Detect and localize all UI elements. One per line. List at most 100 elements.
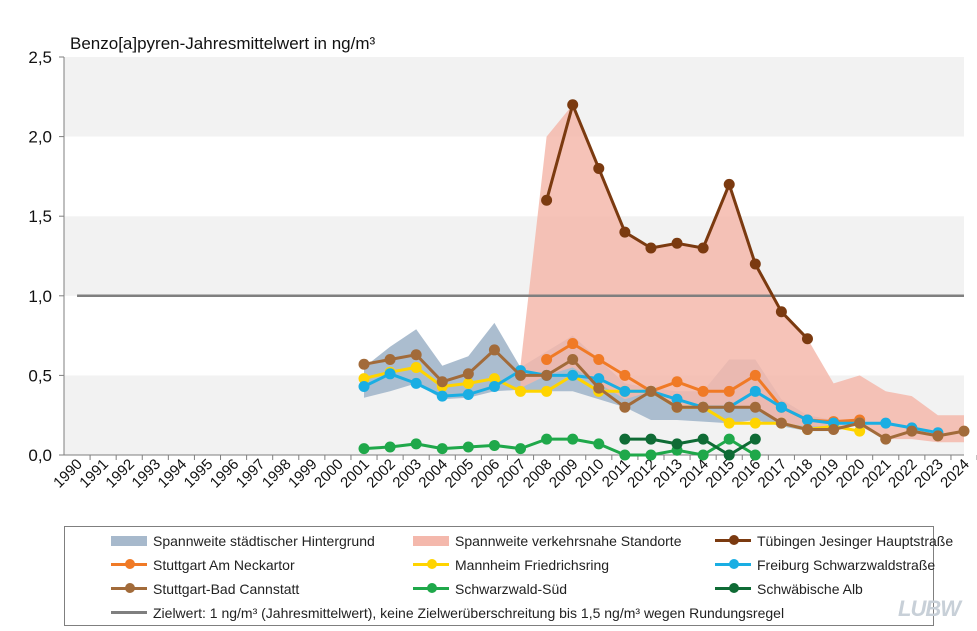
legend-label: Spannweite verkehrsnahe Standorte bbox=[455, 533, 682, 549]
legend: Spannweite städtischer Hintergrund Spann… bbox=[64, 526, 953, 626]
data-point bbox=[436, 376, 448, 388]
data-point bbox=[854, 425, 866, 437]
data-point bbox=[723, 449, 735, 461]
data-point bbox=[410, 377, 422, 389]
legend-marker bbox=[729, 583, 739, 593]
data-point bbox=[515, 369, 527, 381]
data-point bbox=[749, 417, 761, 429]
legend-label: Schwäbische Alb bbox=[757, 581, 863, 597]
data-point bbox=[801, 333, 813, 345]
data-point bbox=[723, 401, 735, 413]
data-point bbox=[384, 353, 396, 365]
data-point bbox=[723, 385, 735, 397]
legend-marker bbox=[125, 583, 135, 593]
x-tick-label: 2000 bbox=[311, 456, 347, 492]
data-point bbox=[619, 433, 631, 445]
data-point bbox=[697, 385, 709, 397]
data-point bbox=[410, 361, 422, 373]
data-point bbox=[619, 401, 631, 413]
data-point bbox=[723, 433, 735, 445]
legend-item-band-traffic: Spannweite verkehrsnahe Standorte bbox=[413, 532, 682, 550]
data-point bbox=[645, 433, 657, 445]
data-point bbox=[697, 433, 709, 445]
series-0 bbox=[541, 99, 813, 345]
x-tick-label: 1996 bbox=[207, 456, 243, 492]
data-point bbox=[488, 373, 500, 385]
data-point bbox=[619, 369, 631, 381]
legend-item-alb: Schwäbische Alb bbox=[715, 580, 863, 598]
legend-marker bbox=[729, 535, 739, 545]
x-tick-label: 2003 bbox=[389, 456, 425, 492]
x-tick-label: 2021 bbox=[859, 456, 895, 492]
x-tick-label: 1994 bbox=[155, 456, 191, 492]
x-tick-label: 1990 bbox=[50, 456, 86, 492]
data-point bbox=[749, 449, 761, 461]
legend-marker bbox=[729, 559, 739, 569]
legend-swatch bbox=[111, 536, 147, 546]
series-layer bbox=[358, 99, 970, 461]
data-point bbox=[567, 338, 579, 350]
series-6 bbox=[619, 433, 761, 461]
x-tick-label: 2016 bbox=[729, 456, 765, 492]
legend-item-band-urban: Spannweite städtischer Hintergrund bbox=[111, 532, 375, 550]
data-point bbox=[671, 401, 683, 413]
legend-item-schwarzwald: Schwarzwald-Süd bbox=[413, 580, 568, 598]
data-point bbox=[775, 306, 787, 318]
x-tick-label: 2017 bbox=[755, 456, 791, 492]
data-point bbox=[671, 438, 683, 450]
data-point bbox=[749, 401, 761, 413]
data-point bbox=[541, 353, 553, 365]
data-point bbox=[488, 344, 500, 356]
data-point bbox=[697, 449, 709, 461]
grid-band bbox=[64, 136, 964, 217]
legend-label: Mannheim Friedrichsring bbox=[455, 557, 610, 573]
legend-marker bbox=[427, 583, 437, 593]
data-point bbox=[567, 433, 579, 445]
y-tick-label: 1,0 bbox=[28, 287, 52, 306]
data-point bbox=[880, 433, 892, 445]
legend-swatch bbox=[413, 536, 449, 546]
series-4 bbox=[358, 344, 970, 445]
y-tick-label: 0,5 bbox=[28, 366, 52, 385]
data-point bbox=[541, 385, 553, 397]
legend-marker bbox=[427, 559, 437, 569]
data-point bbox=[488, 439, 500, 451]
x-tick-label: 2022 bbox=[885, 456, 921, 492]
data-point bbox=[619, 385, 631, 397]
data-point bbox=[593, 382, 605, 394]
y-tick-label: 1,5 bbox=[28, 207, 52, 226]
x-tick-label: 2005 bbox=[442, 456, 478, 492]
legend-label: Stuttgart Am Neckartor bbox=[153, 557, 295, 573]
data-point bbox=[723, 417, 735, 429]
data-point bbox=[593, 438, 605, 450]
data-point bbox=[462, 441, 474, 453]
data-point bbox=[932, 430, 944, 442]
data-point bbox=[723, 178, 735, 190]
x-tick-label: 2018 bbox=[781, 456, 817, 492]
data-point bbox=[801, 424, 813, 436]
data-point bbox=[645, 449, 657, 461]
data-point bbox=[645, 242, 657, 254]
series-line bbox=[363, 437, 757, 457]
data-point bbox=[358, 381, 370, 393]
data-point bbox=[515, 385, 527, 397]
grid-band bbox=[64, 57, 964, 137]
data-point bbox=[541, 369, 553, 381]
data-point bbox=[567, 353, 579, 365]
data-point bbox=[697, 401, 709, 413]
data-point bbox=[462, 368, 474, 380]
x-tick-label: 2008 bbox=[520, 456, 556, 492]
legend-label: Schwarzwald-Süd bbox=[455, 581, 568, 597]
chart-title: Benzo[a]pyren-Jahresmittelwert in ng/m³ bbox=[70, 34, 376, 53]
grid-band bbox=[64, 216, 964, 296]
data-point bbox=[462, 377, 474, 389]
x-tick-label: 1999 bbox=[285, 456, 321, 492]
data-point bbox=[358, 443, 370, 455]
x-tick-label: 1998 bbox=[259, 456, 295, 492]
data-point bbox=[488, 381, 500, 393]
data-point bbox=[358, 358, 370, 370]
data-point bbox=[541, 194, 553, 206]
x-tick-label: 2009 bbox=[546, 456, 582, 492]
x-tick-label: 2023 bbox=[911, 456, 947, 492]
x-tick-label: 2019 bbox=[807, 456, 843, 492]
